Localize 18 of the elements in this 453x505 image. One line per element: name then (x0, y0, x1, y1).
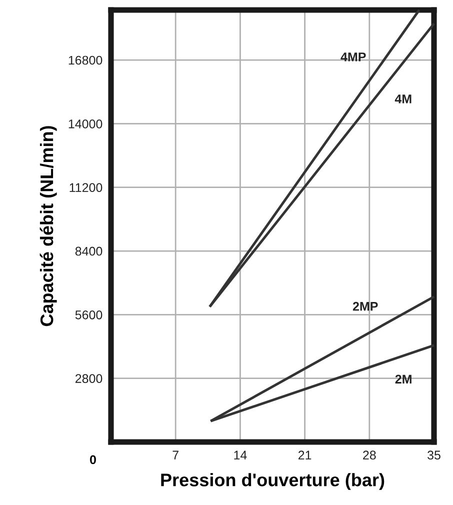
y-tick-label: 11200 (70, 183, 102, 192)
series-label: 2M (395, 374, 412, 384)
x-axis-title: Pression d'ouverture (bar) (161, 473, 384, 490)
x-tick-label: 14 (234, 450, 247, 460)
series-label: 2MP (352, 302, 378, 311)
y-tick-label: 8400 (75, 246, 102, 256)
series-label: 4MP (340, 52, 366, 62)
y-tick-label: 14000 (68, 119, 102, 128)
text: 0 (90, 455, 96, 464)
y-tick-label: 2800 (75, 374, 102, 383)
y-tick-label: 16800 (68, 56, 102, 65)
y-tick-label: 5600 (75, 310, 102, 320)
series-label: 4M (394, 94, 412, 104)
x-tick-label: 35 (428, 450, 440, 460)
x-tick-label: 28 (363, 450, 376, 460)
x-tick-label: 7 (172, 450, 178, 460)
y-axis-title: Capacité débit (NL/min) (40, 126, 57, 326)
x-tick-label: 21 (298, 450, 312, 460)
